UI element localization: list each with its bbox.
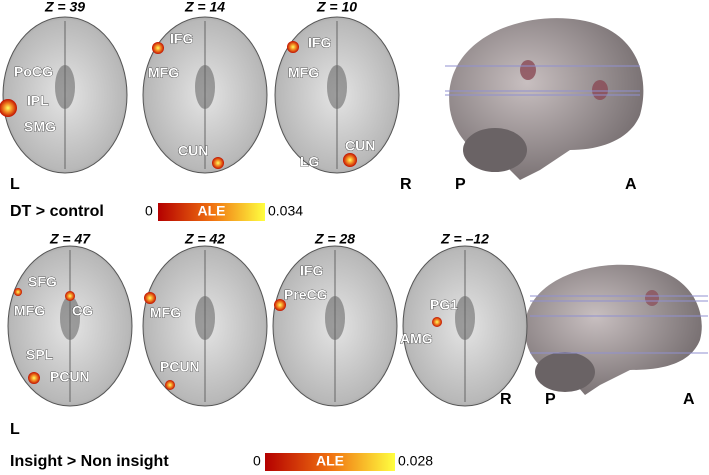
z-label: Z = 28 <box>314 231 355 247</box>
region-label: IPL <box>27 93 49 109</box>
region-label: SPL <box>26 347 54 363</box>
region-label: PCUN <box>160 359 200 375</box>
anterior-label: A <box>625 176 637 193</box>
activation-blob <box>0 99 17 117</box>
region-label: LG <box>300 154 320 170</box>
region-label: CUN <box>178 143 208 159</box>
region-label: IFG <box>170 31 193 47</box>
region-label: PoCG <box>14 64 53 80</box>
region-label: MFG <box>148 65 179 81</box>
brain-3d <box>445 18 644 180</box>
region-label: MFG <box>288 65 319 81</box>
region-label: MFG <box>14 303 45 319</box>
colorbar-max: 0.034 <box>268 203 303 219</box>
region-label: IFG <box>308 35 331 51</box>
right-label: R <box>500 391 512 408</box>
activation-blob <box>287 41 299 53</box>
z-label: Z = 10 <box>316 0 357 15</box>
left-label: L <box>10 421 20 438</box>
region-label: SMG <box>24 119 56 135</box>
region-label: IFG <box>300 263 323 279</box>
region-label: AMG <box>400 331 433 347</box>
region-label: CUN <box>345 138 375 154</box>
region-label: PreCG <box>284 287 328 303</box>
colorbar <box>265 453 395 471</box>
activation-blob <box>65 291 75 301</box>
activation-blob <box>152 42 164 54</box>
region-label: PG1 <box>430 297 458 313</box>
z-label: Z = 39 <box>44 0 85 15</box>
left-label: L <box>10 176 20 193</box>
activation-blob <box>165 380 175 390</box>
region-label: CG <box>72 303 93 319</box>
colorbar-label: ALE <box>198 203 226 219</box>
contrast-label: Insight > Non insight <box>10 453 169 470</box>
activation-blob <box>274 299 286 311</box>
z-label: Z = 14 <box>184 0 225 15</box>
posterior-label: P <box>545 391 556 408</box>
colorbar-min: 0 <box>253 453 261 469</box>
region-label: SFG <box>28 274 57 290</box>
activation-blob <box>14 288 22 296</box>
region-label: PCUN <box>50 369 90 385</box>
colorbar <box>158 203 265 221</box>
brain-3d <box>524 264 708 395</box>
z-label: Z = –12 <box>440 231 489 247</box>
posterior-label: P <box>455 176 466 193</box>
z-label: Z = 47 <box>49 231 91 247</box>
activation-blob <box>144 292 156 304</box>
anterior-label: A <box>683 391 695 408</box>
right-label: R <box>400 176 412 193</box>
colorbar-label: ALE <box>316 453 344 469</box>
activation-blob <box>432 317 442 327</box>
activation-blob <box>28 372 40 384</box>
colorbar-min: 0 <box>145 203 153 219</box>
colorbar-max: 0.028 <box>398 453 433 469</box>
activation-blob <box>212 157 224 169</box>
contrast-label: DT > control <box>10 203 104 220</box>
activation-blob <box>343 153 357 167</box>
z-label: Z = 42 <box>184 231 225 247</box>
region-label: MFG <box>150 305 181 321</box>
